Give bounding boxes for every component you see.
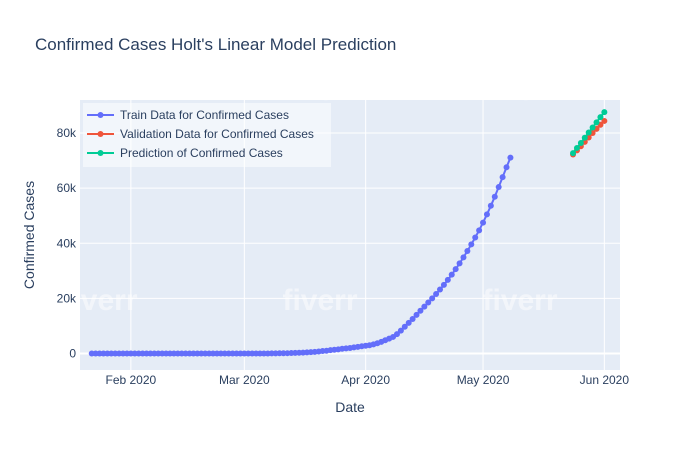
data-point [491, 193, 498, 200]
x-tick-label: Feb 2020 [106, 373, 157, 387]
data-point [401, 323, 408, 330]
watermark-logo: fiverr [482, 74, 557, 107]
watermark-logo: fiverr [62, 74, 137, 107]
y-tick-label: 40k [57, 236, 77, 250]
data-point [425, 299, 432, 306]
y-tick-label: 20k [57, 291, 77, 305]
watermark-logo: fiverr [282, 284, 357, 317]
data-point [456, 260, 463, 267]
data-point [464, 247, 471, 254]
data-point [483, 211, 490, 218]
data-point [581, 134, 588, 141]
data-point [405, 319, 412, 326]
data-point [468, 241, 475, 248]
data-point [480, 219, 487, 226]
x-tick-label: Mar 2020 [219, 373, 270, 387]
data-point [597, 114, 604, 121]
legend-label: Validation Data for Confirmed Cases [120, 127, 314, 141]
series-2 [570, 109, 608, 157]
data-point [433, 290, 440, 297]
data-point [585, 129, 592, 136]
data-point [570, 150, 577, 157]
legend-item[interactable]: Train Data for Confirmed Cases [87, 108, 289, 122]
data-point [476, 227, 483, 234]
data-point [452, 266, 459, 273]
series-0 [88, 154, 514, 357]
x-axis-title: Date [335, 399, 365, 415]
data-point [429, 295, 436, 302]
data-point [393, 331, 400, 338]
legend-item[interactable]: Prediction of Confirmed Cases [87, 146, 283, 160]
data-point [601, 117, 608, 124]
data-point [444, 276, 451, 283]
chart-title: Confirmed Cases Holt's Linear Model Pred… [35, 35, 396, 54]
y-tick-label: 0 [69, 346, 76, 360]
data-point [495, 184, 502, 191]
watermark-logo: fiverr [62, 284, 137, 317]
data-point [440, 281, 447, 288]
data-point [437, 286, 443, 293]
watermark-logo: fiverr [482, 284, 557, 317]
legend-background [83, 103, 331, 167]
data-point [417, 307, 424, 314]
data-point [460, 254, 467, 261]
y-tick-label: 60k [57, 181, 77, 195]
data-point [589, 124, 596, 131]
legend-marker [97, 112, 104, 118]
legend-label: Train Data for Confirmed Cases [120, 108, 289, 122]
data-point [487, 202, 494, 209]
x-tick-label: May 2020 [457, 373, 510, 387]
legend-item[interactable]: Validation Data for Confirmed Cases [87, 127, 314, 141]
data-point [593, 119, 600, 126]
data-point [472, 234, 479, 241]
x-tick-label: Apr 2020 [341, 373, 390, 387]
data-point [499, 174, 506, 181]
data-point [397, 327, 404, 334]
y-axis-title: Confirmed Cases [21, 181, 37, 289]
data-point [503, 164, 510, 171]
data-point [601, 109, 608, 116]
axes: 0 20k 40k 60k 80k Feb 2020 Mar 2020 Apr 2020 May… [57, 126, 630, 387]
data-point [573, 144, 580, 151]
legend-marker [97, 131, 104, 137]
x-tick-label: Jun 2020 [580, 373, 630, 387]
legend-marker [97, 150, 104, 156]
y-tick-label: 80k [57, 126, 77, 140]
data-point [421, 303, 428, 310]
data-point [507, 154, 514, 161]
data-point [448, 271, 455, 278]
data-point [409, 316, 416, 323]
data-point [577, 139, 584, 146]
data-point [413, 311, 420, 318]
legend[interactable]: Train Data for Confirmed Cases Validation… [83, 103, 331, 167]
legend-label: Prediction of Confirmed Cases [120, 146, 283, 160]
watermark-logo: fiverr [282, 74, 357, 107]
plot-area: fiverr fiverr fiverr fiverr fiverr fiverr [62, 74, 620, 370]
